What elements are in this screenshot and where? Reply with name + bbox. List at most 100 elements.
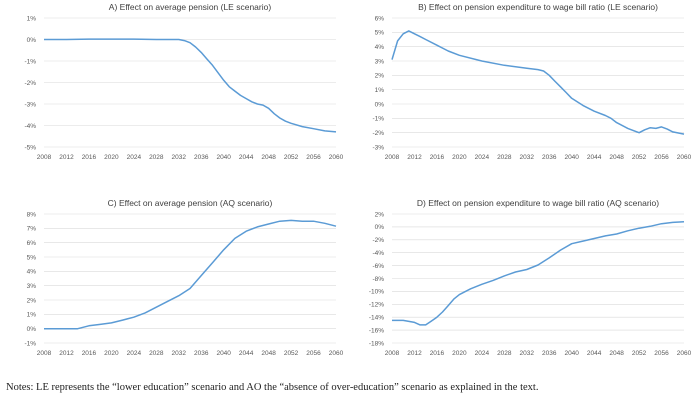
chart-d-x-tick: 2020 [452, 350, 467, 357]
chart-b-x-tick: 2060 [677, 154, 692, 161]
chart-a-x-tick: 2028 [149, 154, 164, 161]
chart-d-y-tick: -10% [369, 289, 384, 296]
chart-c-x-tick: 2028 [149, 350, 164, 357]
chart-c-title: C) Effect on average pension (AQ scenari… [108, 198, 273, 208]
chart-a-y-tick: -5% [24, 144, 36, 151]
chart-a-x-tick: 2036 [194, 154, 209, 161]
chart-c-x-tick: 2036 [194, 350, 209, 357]
chart-d-y-tick: -14% [369, 315, 384, 322]
chart-b-x-tick: 2020 [452, 154, 467, 161]
chart-a-y-tick: -4% [24, 123, 36, 130]
chart-d-y-tick: -12% [369, 302, 384, 309]
chart-c-x-tick: 2044 [239, 350, 254, 357]
chart-b-y-tick: 2% [375, 73, 385, 80]
chart-c-x-tick: 2048 [261, 350, 276, 357]
chart-b-x-tick: 2056 [654, 154, 669, 161]
chart-a-x-tick: 2040 [216, 154, 231, 161]
chart-d-y-tick: -6% [372, 263, 384, 270]
chart-c-y-tick: 6% [27, 240, 37, 247]
chart-c-y-tick: 7% [27, 226, 37, 233]
chart-a-x-tick: 2020 [104, 154, 119, 161]
chart-c-x-tick: 2052 [284, 350, 299, 357]
chart-a-y-tick: -1% [24, 58, 36, 65]
chart-d-x-tick: 2052 [632, 350, 647, 357]
chart-d-svg: D) Effect on pension expenditure to wage… [369, 198, 692, 357]
chart-c-series-line [44, 219, 337, 330]
chart-a-y-tick: 0% [27, 37, 37, 44]
chart-c-x-tick: 2032 [172, 350, 187, 357]
chart-a-x-tick: 2008 [37, 154, 52, 161]
chart-a-x-tick: 2032 [172, 154, 187, 161]
chart-b-x-tick: 2012 [407, 154, 422, 161]
chart-b-x-tick: 2024 [475, 154, 490, 161]
chart-d-x-tick: 2016 [430, 350, 445, 357]
chart-a-x-tick: 2044 [239, 154, 254, 161]
chart-c-x-tick: 2020 [104, 350, 119, 357]
chart-b-y-tick: 6% [375, 15, 385, 22]
chart-d-title: D) Effect on pension expenditure to wage… [417, 198, 659, 208]
chart-d-y-tick: 2% [375, 211, 385, 218]
chart-d-x-tick: 2040 [564, 350, 579, 357]
chart-b-y-tick: 4% [375, 44, 385, 51]
chart-a-svg: A) Effect on average pension (LE scenari… [24, 2, 344, 161]
chart-d-x-tick: 2036 [542, 350, 557, 357]
chart-a-y-tick: 1% [27, 15, 37, 22]
chart-a-x-tick: 2024 [127, 154, 142, 161]
chart-b-title: B) Effect on pension expenditure to wage… [418, 2, 658, 12]
chart-c-x-tick: 2008 [37, 350, 52, 357]
chart-b-y-tick: -1% [372, 116, 384, 123]
chart-a-x-tick: 2048 [261, 154, 276, 161]
chart-c-x-tick: 2040 [216, 350, 231, 357]
figure-notes: Notes: LE represents the “lower educatio… [6, 382, 539, 393]
chart-d-x-tick: 2028 [497, 350, 512, 357]
chart-a-x-tick: 2016 [82, 154, 97, 161]
chart-c-y-tick: 0% [27, 326, 37, 333]
chart-d-x-tick: 2060 [677, 350, 692, 357]
chart-d-y-tick: -16% [369, 327, 384, 334]
chart-a-series-line [44, 38, 337, 133]
chart-c-y-tick: 8% [27, 211, 37, 218]
chart-c-svg: C) Effect on average pension (AQ scenari… [24, 198, 343, 357]
chart-b-x-tick: 2048 [609, 154, 624, 161]
chart-c-x-tick: 2056 [306, 350, 321, 357]
chart-d-y-tick: -8% [372, 276, 384, 283]
chart-d-y-tick: -2% [372, 237, 384, 244]
chart-d-x-tick: 2044 [587, 350, 602, 357]
chart-b-y-tick: -2% [372, 130, 384, 137]
chart-b-svg: B) Effect on pension expenditure to wage… [372, 2, 692, 161]
chart-b-y-tick: 0% [375, 101, 385, 108]
chart-panel-c: C) Effect on average pension (AQ scenari… [0, 196, 348, 374]
chart-panel-b: B) Effect on pension expenditure to wage… [348, 0, 696, 178]
chart-b-x-tick: 2044 [587, 154, 602, 161]
chart-d-x-tick: 2048 [609, 350, 624, 357]
chart-a-title: A) Effect on average pension (LE scenari… [109, 2, 272, 12]
chart-c-y-tick: 5% [27, 254, 37, 261]
chart-a-x-tick: 2060 [329, 154, 344, 161]
chart-b-y-tick: 5% [375, 30, 385, 37]
chart-d-y-tick: 0% [375, 224, 385, 231]
chart-c-y-tick: 1% [27, 312, 37, 319]
chart-d-x-tick: 2056 [654, 350, 669, 357]
chart-b-x-tick: 2032 [520, 154, 535, 161]
chart-c-y-tick: 3% [27, 283, 37, 290]
chart-panel-a: A) Effect on average pension (LE scenari… [0, 0, 348, 178]
chart-d-x-tick: 2032 [520, 350, 535, 357]
chart-a-x-tick: 2052 [284, 154, 299, 161]
chart-c-x-tick: 2024 [127, 350, 142, 357]
chart-b-series-line [391, 30, 685, 135]
chart-b-x-tick: 2016 [430, 154, 445, 161]
chart-c-x-tick: 2012 [59, 350, 74, 357]
chart-b-y-tick: 1% [375, 87, 385, 94]
chart-c-y-tick: 2% [27, 297, 37, 304]
chart-panel-d: D) Effect on pension expenditure to wage… [348, 196, 696, 374]
chart-d-x-tick: 2012 [407, 350, 422, 357]
chart-a-x-tick: 2056 [306, 154, 321, 161]
chart-b-x-tick: 2008 [385, 154, 400, 161]
chart-b-y-tick: 3% [375, 58, 385, 65]
chart-d-y-tick: -18% [369, 340, 384, 347]
chart-d-x-tick: 2008 [385, 350, 400, 357]
chart-d-y-tick: -4% [372, 250, 384, 257]
chart-c-y-tick: -1% [24, 340, 36, 347]
chart-b-x-tick: 2036 [542, 154, 557, 161]
chart-a-y-tick: -3% [24, 101, 36, 108]
